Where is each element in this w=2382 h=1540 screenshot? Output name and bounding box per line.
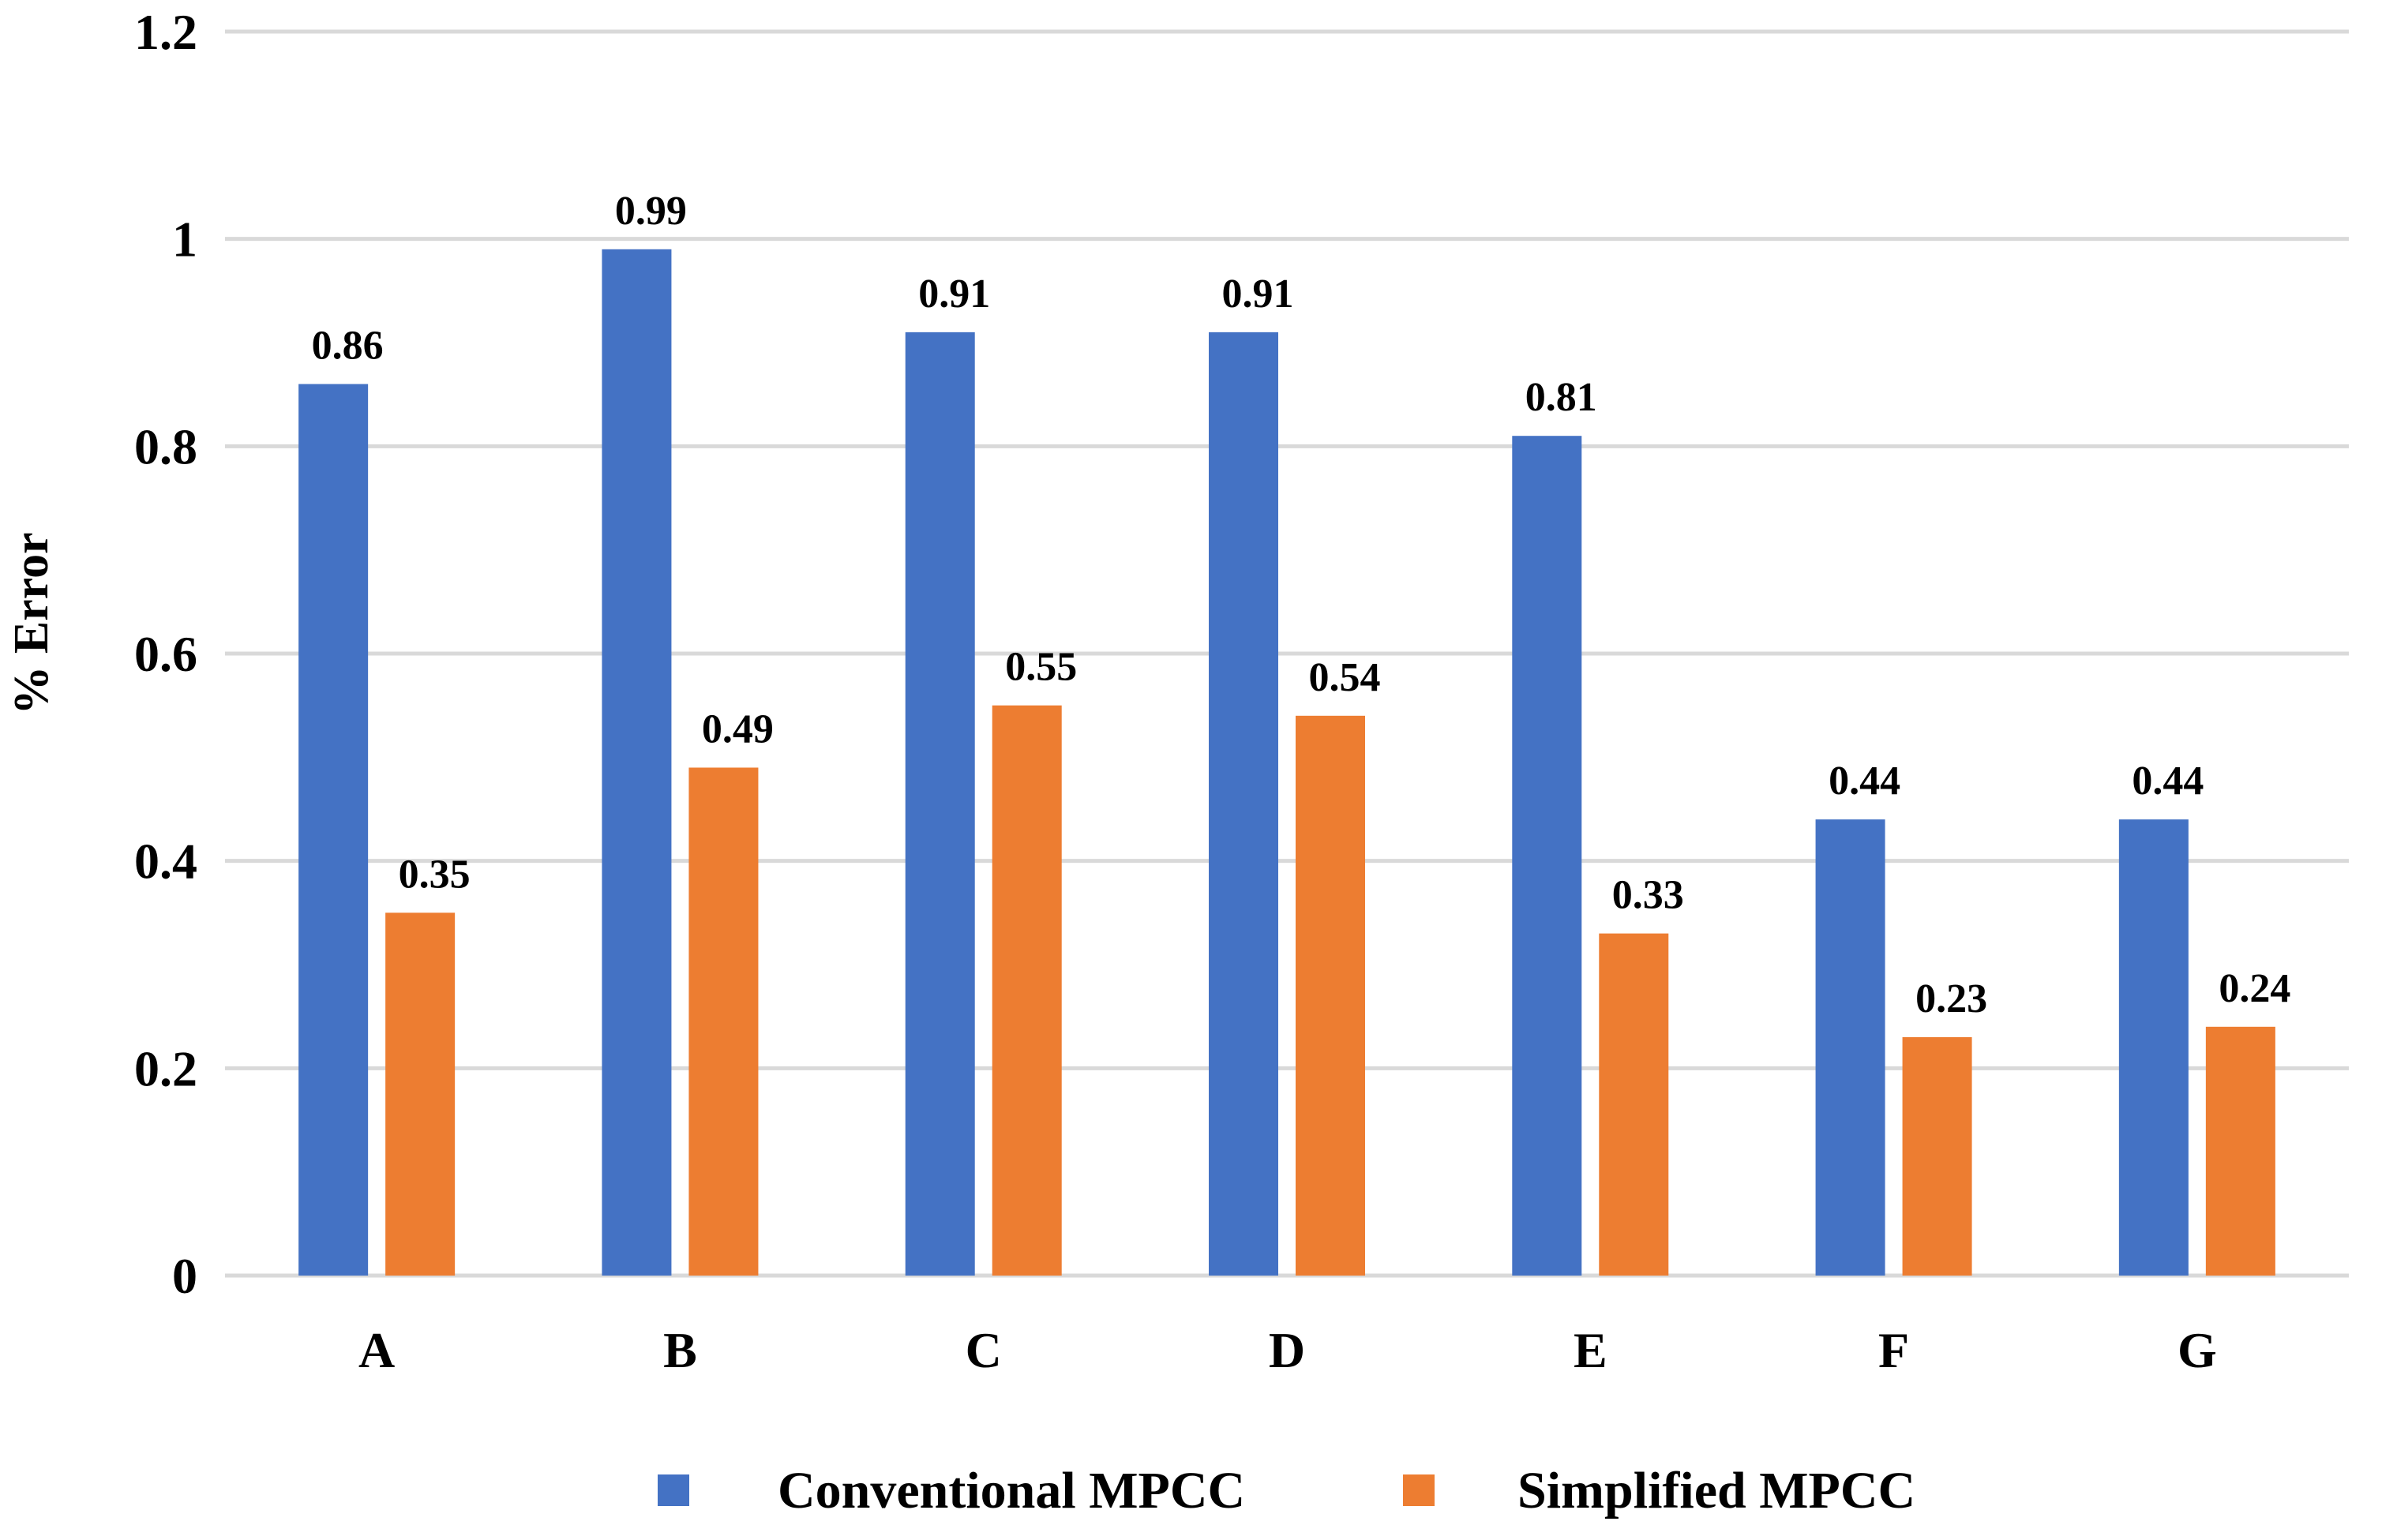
y-axis-title: % Error — [5, 532, 58, 714]
legend-swatch — [658, 1474, 689, 1506]
data-label: 0.24 — [2219, 966, 2290, 1011]
data-label: 0.44 — [2132, 759, 2204, 804]
data-label: 0.55 — [1005, 645, 1077, 690]
bar-simplified-mpcc-a — [385, 912, 456, 1276]
y-tick-label: 0 — [172, 1248, 197, 1304]
bar-conventional-mpcc-f — [1815, 819, 1885, 1276]
data-label: 0.54 — [1309, 655, 1381, 700]
bars — [298, 249, 2275, 1276]
data-label: 0.91 — [1222, 272, 1294, 317]
bar-conventional-mpcc-b — [602, 249, 672, 1276]
bar-simplified-mpcc-b — [688, 767, 759, 1276]
data-label: 0.99 — [615, 189, 687, 234]
bar-conventional-mpcc-g — [2118, 819, 2189, 1276]
legend-label: Simplified MPCC — [1517, 1462, 1915, 1519]
gridlines — [225, 29, 2349, 1278]
x-axis-ticks: A B C D E F G — [358, 1322, 2217, 1378]
y-tick-label: 0.6 — [134, 626, 197, 682]
x-tick-label: E — [1574, 1322, 1607, 1378]
y-tick-label: 0.4 — [134, 834, 197, 890]
data-label: 0.44 — [1829, 759, 1900, 804]
y-tick-label: 1 — [172, 212, 197, 268]
legend-swatch — [1403, 1474, 1435, 1506]
x-tick-label: F — [1878, 1322, 1909, 1378]
y-tick-label: 1.2 — [134, 4, 197, 60]
data-label: 0.91 — [918, 272, 990, 317]
data-label: 0.23 — [1915, 976, 1987, 1021]
bar-conventional-mpcc-a — [298, 384, 369, 1276]
x-tick-label: C — [966, 1322, 1002, 1378]
bar-simplified-mpcc-d — [1296, 715, 1365, 1276]
data-label: 0.35 — [399, 852, 471, 897]
data-label: 0.81 — [1525, 375, 1597, 420]
data-label: 0.33 — [1612, 873, 1684, 918]
x-tick-label: A — [358, 1322, 395, 1378]
y-tick-label: 0.8 — [134, 418, 197, 474]
bar-simplified-mpcc-g — [2205, 1026, 2275, 1276]
bar-conventional-mpcc-d — [1209, 332, 1278, 1276]
bar-simplified-mpcc-f — [1902, 1036, 1972, 1276]
legend-label: Conventional MPCC — [778, 1462, 1245, 1519]
bar-simplified-mpcc-c — [992, 705, 1062, 1276]
data-labels: 0.86 0.35 0.99 0.49 0.91 0.55 0.91 0.54 0.81 0.33… — [312, 189, 2291, 1021]
y-tick-label: 0.2 — [134, 1040, 197, 1096]
bar-simplified-mpcc-e — [1599, 933, 1669, 1276]
data-label: 0.49 — [702, 706, 774, 751]
bar-conventional-mpcc-c — [905, 332, 975, 1276]
legend: Conventional MPCC Simplified MPCC — [658, 1462, 1915, 1519]
y-axis-ticks: 0 0.2 0.4 0.6 0.8 1 1.2 — [134, 4, 197, 1304]
bar-conventional-mpcc-e — [1512, 436, 1582, 1276]
data-label: 0.86 — [312, 324, 384, 369]
x-tick-label: B — [663, 1322, 697, 1378]
x-tick-label: G — [2178, 1322, 2217, 1378]
x-tick-label: D — [1269, 1322, 1305, 1378]
